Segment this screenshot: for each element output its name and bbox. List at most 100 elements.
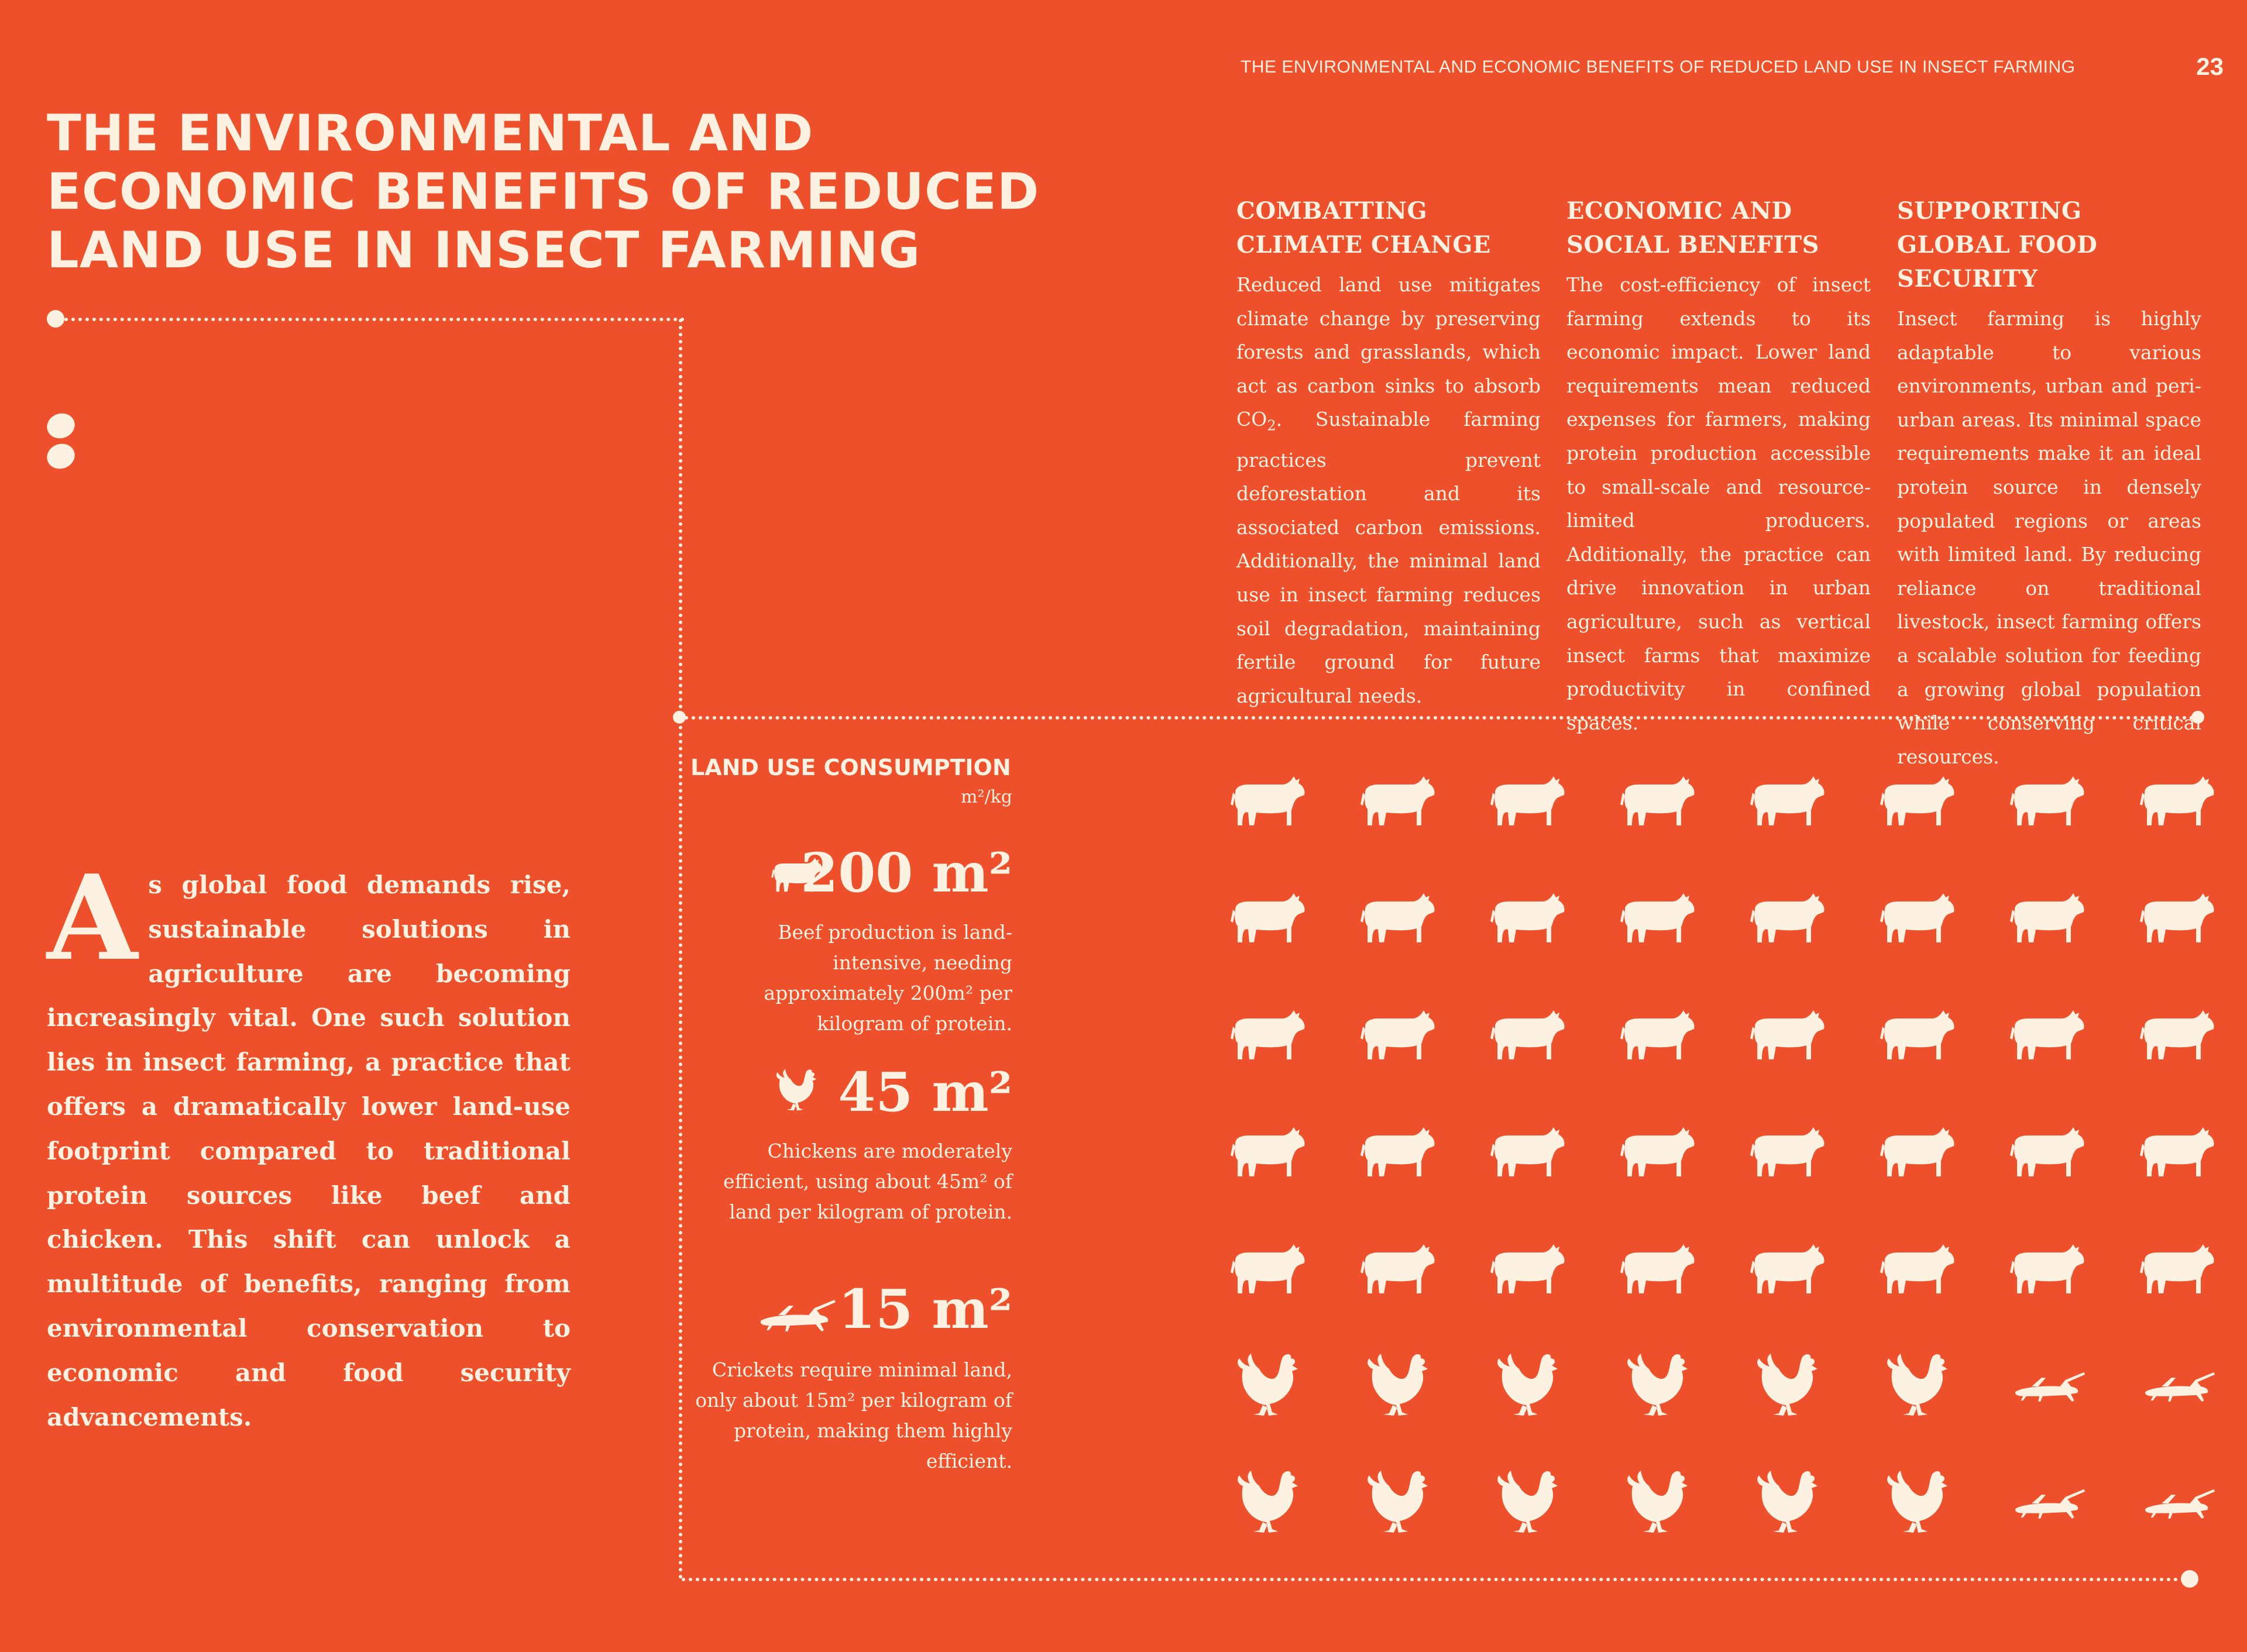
column-body: The cost-efficiency of insect farming ex… xyxy=(1566,273,1871,734)
cow-pictogram-icon xyxy=(1205,743,1331,860)
cow-icon xyxy=(1490,776,1565,825)
middle-divider-line xyxy=(685,716,2194,720)
cow-pictogram-icon xyxy=(1855,1211,1981,1328)
column-body: Insect farming is highly adaptable to va… xyxy=(1897,307,2201,768)
cow-pictogram-icon xyxy=(1595,860,1721,977)
cow-icon xyxy=(1750,1127,1825,1176)
column-economic: ECONOMIC AND SOCIAL BENEFITS The cost-ef… xyxy=(1566,194,1871,739)
cow-icon xyxy=(1750,776,1825,825)
cow-pictogram-icon xyxy=(2115,977,2241,1094)
cricket-pictogram-icon xyxy=(1985,1445,2111,1562)
chicken-pictogram-icon xyxy=(1725,1445,1851,1562)
chicken-icon xyxy=(1757,1471,1817,1533)
cow-pictogram-icon xyxy=(1855,977,1981,1094)
chicken-icon xyxy=(1627,1354,1688,1416)
column-heading: COMBATTING CLIMATE CHANGE xyxy=(1236,197,1491,259)
cow-icon xyxy=(1360,776,1435,825)
chicken-pictogram-icon xyxy=(1855,1328,1981,1445)
line-start-dot xyxy=(47,310,64,328)
cow-pictogram-icon xyxy=(1855,860,1981,977)
cow-pictogram-icon xyxy=(1595,1094,1721,1211)
cow-pictogram-icon xyxy=(1335,860,1461,977)
beef-value: 200 m² xyxy=(800,841,1012,904)
chicken-icon xyxy=(1627,1471,1688,1533)
cow-pictogram-icon xyxy=(2115,1211,2241,1328)
cow-icon xyxy=(1230,776,1305,825)
cricket-icon xyxy=(2015,1489,2085,1519)
chicken-icon xyxy=(1367,1354,1428,1416)
cow-pictogram-icon xyxy=(2115,860,2241,977)
cricket-icon xyxy=(2145,1372,2215,1402)
middle-left-dot xyxy=(673,711,686,724)
chicken-icon xyxy=(1367,1471,1428,1533)
cow-pictogram-icon xyxy=(1595,1211,1721,1328)
cricket-description: Crickets require minimal land, only abou… xyxy=(695,1358,1012,1472)
chicken-pictogram-icon xyxy=(1465,1445,1591,1562)
cow-pictogram-icon xyxy=(1725,977,1851,1094)
beef-description: Beef production is land-intensive, needi… xyxy=(764,921,1012,1035)
cow-icon xyxy=(2139,776,2214,825)
vertical-divider-line xyxy=(679,319,682,1579)
cow-pictogram-icon xyxy=(1595,743,1721,860)
cow-icon xyxy=(1620,776,1695,825)
cricket-icon xyxy=(2145,1489,2215,1519)
cow-pictogram-icon xyxy=(1725,860,1851,977)
chicken-pictogram-icon xyxy=(1595,1445,1721,1562)
cow-pictogram-icon xyxy=(1335,977,1461,1094)
cow-icon xyxy=(1880,1127,1954,1176)
cow-icon xyxy=(1620,893,1695,942)
cow-pictogram-icon xyxy=(1205,1094,1331,1211)
cow-pictogram-icon xyxy=(1205,1211,1331,1328)
cow-icon xyxy=(1360,893,1435,942)
cow-pictogram-icon xyxy=(1465,860,1591,977)
page-title-line-3: LAND USE IN INSECT FARMING xyxy=(47,221,921,280)
chicken-icon xyxy=(1887,1354,1947,1416)
cow-pictogram-icon xyxy=(1985,977,2111,1094)
cow-icon xyxy=(1490,893,1565,942)
chicken-pictogram-icon xyxy=(1725,1328,1851,1445)
cow-icon xyxy=(1230,1244,1305,1293)
cow-pictogram-icon xyxy=(1725,1094,1851,1211)
cow-icon xyxy=(1880,1244,1954,1293)
eggs-icon xyxy=(47,413,75,469)
title-divider-line xyxy=(64,318,685,321)
chicken-icon xyxy=(1237,1354,1298,1416)
legend-unit: m²/kg xyxy=(961,787,1012,807)
cow-pictogram-icon xyxy=(1205,860,1331,977)
cow-icon xyxy=(1750,1010,1825,1059)
chicken-description: Chickens are moderately efficient, using… xyxy=(723,1140,1012,1223)
column-heading: SUPPORTING GLOBAL FOOD SECURITY xyxy=(1897,197,2098,292)
cow-icon xyxy=(1620,1127,1695,1176)
chicken-icon xyxy=(1757,1354,1817,1416)
column-body: Reduced land use mitigates climate chang… xyxy=(1236,268,1541,713)
cow-pictogram-icon xyxy=(1335,1211,1461,1328)
co2-subscript: 2 xyxy=(1267,417,1276,434)
column-heading: ECONOMIC AND SOCIAL BENEFITS xyxy=(1566,197,1819,259)
cow-pictogram-icon xyxy=(1335,743,1461,860)
chicken-icon xyxy=(1887,1471,1947,1533)
cow-pictogram-icon xyxy=(1985,743,2111,860)
chicken-value: 45 m² xyxy=(838,1061,1012,1124)
cow-icon xyxy=(1880,893,1954,942)
page-title: THE ENVIRONMENTAL AND ECONOMIC BENEFITS … xyxy=(47,104,1100,280)
cricket-pictogram-icon xyxy=(1985,1328,2111,1445)
chicken-pictogram-icon xyxy=(1595,1328,1721,1445)
cow-icon xyxy=(2009,1244,2084,1293)
cow-pictogram-icon xyxy=(1725,743,1851,860)
cow-pictogram-icon xyxy=(1205,977,1331,1094)
bottom-divider-line xyxy=(682,1578,2186,1581)
cow-pictogram-icon xyxy=(1985,1094,2111,1211)
cow-icon xyxy=(2009,893,2084,942)
cow-pictogram-icon xyxy=(1465,743,1591,860)
cow-icon xyxy=(2139,1244,2214,1293)
cow-pictogram-icon xyxy=(1465,1094,1591,1211)
cricket-value: 15 m² xyxy=(838,1278,1012,1341)
chicken-icon xyxy=(1237,1471,1298,1533)
cow-icon xyxy=(1490,1244,1565,1293)
column-body-text-continued: . Sustainable farming practices prevent … xyxy=(1236,408,1541,707)
running-header: THE ENVIRONMENTAL AND ECONOMIC BENEFITS … xyxy=(1241,57,2076,77)
line-end-dot xyxy=(2181,1570,2198,1588)
cow-icon xyxy=(1880,776,1954,825)
cow-icon xyxy=(1360,1127,1435,1176)
